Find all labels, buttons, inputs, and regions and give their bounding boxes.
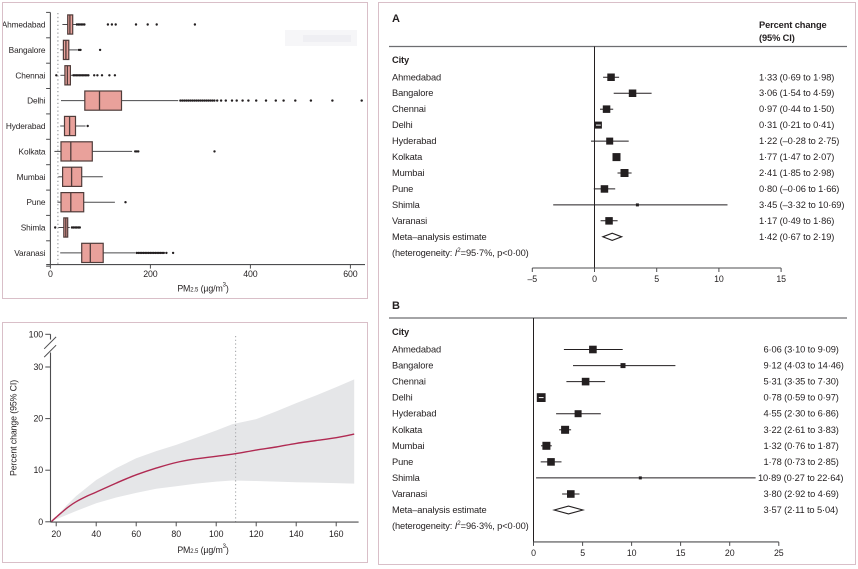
svg-text:(heterogeneity: I2=95·7%, p<0·: (heterogeneity: I2=95·7%, p<0·00) [392, 246, 529, 257]
svg-text:3·22 (2·61 to 3·83): 3·22 (2·61 to 3·83) [763, 424, 838, 434]
svg-text:15: 15 [776, 274, 786, 284]
svg-text:Delhi: Delhi [392, 392, 413, 402]
svg-text:0: 0 [592, 274, 597, 284]
svg-text:Hyderabad: Hyderabad [5, 121, 45, 131]
svg-text:Pune: Pune [392, 183, 413, 193]
svg-text:200: 200 [143, 268, 158, 278]
svg-text:(heterogeneity: I2=96·3%, p<0·: (heterogeneity: I2=96·3%, p<0·00) [392, 519, 529, 531]
svg-text:Pune: Pune [392, 456, 413, 466]
svg-text:20: 20 [51, 528, 61, 538]
svg-text:Ahmedabad: Ahmedabad [3, 19, 46, 29]
svg-text:Mumbai: Mumbai [392, 440, 424, 450]
svg-text:PM2.5 (µg/m3): PM2.5 (µg/m3) [177, 543, 229, 554]
svg-text:(95% CI): (95% CI) [759, 33, 795, 43]
svg-text:Chennai: Chennai [392, 104, 426, 114]
svg-text:Kolkata: Kolkata [18, 146, 45, 156]
svg-text:Delhi: Delhi [392, 120, 413, 130]
svg-text:Mumbai: Mumbai [16, 171, 45, 181]
svg-text:0: 0 [48, 268, 53, 278]
svg-text:40: 40 [91, 528, 101, 538]
svg-text:Varanasi: Varanasi [14, 247, 45, 257]
svg-text:0·78 (0·59 to 0·97): 0·78 (0·59 to 0·97) [763, 392, 838, 402]
svg-text:Percent change (95% CI): Percent change (95% CI) [8, 379, 18, 475]
svg-text:5·31 (3·35 to 7·30): 5·31 (3·35 to 7·30) [763, 376, 838, 386]
svg-text:0·31 (0·21 to 0·41): 0·31 (0·21 to 0·41) [759, 120, 834, 130]
svg-text:–5: –5 [527, 274, 537, 284]
svg-text:0·97 (0·44 to 1·50): 0·97 (0·44 to 1·50) [759, 104, 834, 114]
svg-text:3·45 (–3·32 to 10·69): 3·45 (–3·32 to 10·69) [759, 199, 844, 209]
svg-text:Chennai: Chennai [392, 376, 426, 386]
svg-text:Shimla: Shimla [20, 222, 45, 232]
svg-text:1·42 (0·67 to 2·19): 1·42 (0·67 to 2·19) [759, 231, 834, 241]
svg-text:Ahmedabad: Ahmedabad [392, 344, 441, 354]
svg-text:9·12 (4·03 to 14·46): 9·12 (4·03 to 14·46) [763, 360, 843, 370]
svg-text:Percent change: Percent change [759, 20, 827, 30]
svg-text:3·06 (1·54 to 4·59): 3·06 (1·54 to 4·59) [759, 88, 834, 98]
svg-text:City: City [392, 327, 410, 337]
svg-text:4·55 (2·30 to 6·86): 4·55 (2·30 to 6·86) [763, 408, 838, 418]
svg-text:600: 600 [343, 268, 358, 278]
svg-text:3·80 (2·92 to 4·69): 3·80 (2·92 to 4·69) [763, 489, 838, 499]
svg-text:5: 5 [654, 274, 659, 284]
svg-text:6·06 (3·10 to 9·09): 6·06 (3·10 to 9·09) [763, 344, 838, 354]
svg-text:140: 140 [289, 528, 304, 538]
svg-text:Meta–analysis estimate: Meta–analysis estimate [392, 231, 487, 241]
svg-text:10·89 (0·27 to 22·64): 10·89 (0·27 to 22·64) [758, 472, 843, 482]
svg-text:1·77 (1·47 to 2·07): 1·77 (1·47 to 2·07) [759, 152, 834, 162]
svg-text:Mumbai: Mumbai [392, 168, 424, 178]
svg-text:Pune: Pune [26, 197, 45, 207]
svg-text:10: 10 [33, 465, 43, 475]
svg-text:120: 120 [249, 528, 264, 538]
svg-text:5: 5 [580, 547, 585, 557]
svg-text:30: 30 [33, 362, 43, 372]
svg-text:City: City [392, 54, 410, 64]
svg-text:100: 100 [28, 329, 43, 339]
svg-text:0: 0 [38, 516, 43, 526]
svg-text:1·32 (0·76 to 1·87): 1·32 (0·76 to 1·87) [763, 440, 838, 450]
svg-text:1·22 (–0·28 to 2·75): 1·22 (–0·28 to 2·75) [759, 136, 839, 146]
svg-text:10: 10 [714, 274, 724, 284]
svg-text:Shimla: Shimla [392, 199, 421, 209]
svg-text:B: B [392, 300, 400, 312]
svg-text:A: A [392, 13, 400, 25]
svg-text:1·17 (0·49 to 1·86): 1·17 (0·49 to 1·86) [759, 215, 834, 225]
svg-text:Chennai: Chennai [15, 70, 45, 80]
svg-text:160: 160 [329, 528, 344, 538]
svg-text:1·33 (0·69 to 1·98): 1·33 (0·69 to 1·98) [759, 72, 834, 82]
svg-text:Meta–analysis estimate: Meta–analysis estimate [392, 505, 487, 515]
svg-text:25: 25 [774, 547, 784, 557]
svg-text:0·80 (–0·06 to 1·66): 0·80 (–0·06 to 1·66) [759, 183, 839, 193]
svg-text:Hyderabad: Hyderabad [392, 136, 436, 146]
svg-text:10: 10 [626, 547, 636, 557]
svg-text:Kolkata: Kolkata [392, 152, 423, 162]
svg-text:0: 0 [531, 547, 536, 557]
svg-text:Hyderabad: Hyderabad [392, 408, 436, 418]
svg-text:400: 400 [243, 268, 258, 278]
svg-text:80: 80 [171, 528, 181, 538]
svg-text:1·78 (0·73 to 2·85): 1·78 (0·73 to 2·85) [763, 456, 838, 466]
svg-text:Kolkata: Kolkata [392, 424, 423, 434]
svg-text:20: 20 [33, 413, 43, 423]
svg-text:Bangalore: Bangalore [392, 360, 433, 370]
svg-text:Ahmedabad: Ahmedabad [392, 72, 441, 82]
svg-text:60: 60 [131, 528, 141, 538]
svg-text:Varanasi: Varanasi [392, 489, 427, 499]
svg-text:Varanasi: Varanasi [392, 215, 427, 225]
svg-text:100: 100 [209, 528, 224, 538]
svg-text:2·41 (1·85 to 2·98): 2·41 (1·85 to 2·98) [759, 168, 834, 178]
svg-text:3·57 (2·11 to 5·04): 3·57 (2·11 to 5·04) [763, 505, 838, 515]
svg-text:20: 20 [724, 547, 734, 557]
svg-text:Delhi: Delhi [27, 95, 46, 105]
svg-text:Bangalore: Bangalore [8, 44, 45, 54]
svg-text:PM2.5 (µg/m3): PM2.5 (µg/m3) [177, 282, 229, 293]
svg-text:15: 15 [675, 547, 685, 557]
svg-text:Bangalore: Bangalore [392, 88, 433, 98]
svg-text:Shimla: Shimla [392, 472, 421, 482]
